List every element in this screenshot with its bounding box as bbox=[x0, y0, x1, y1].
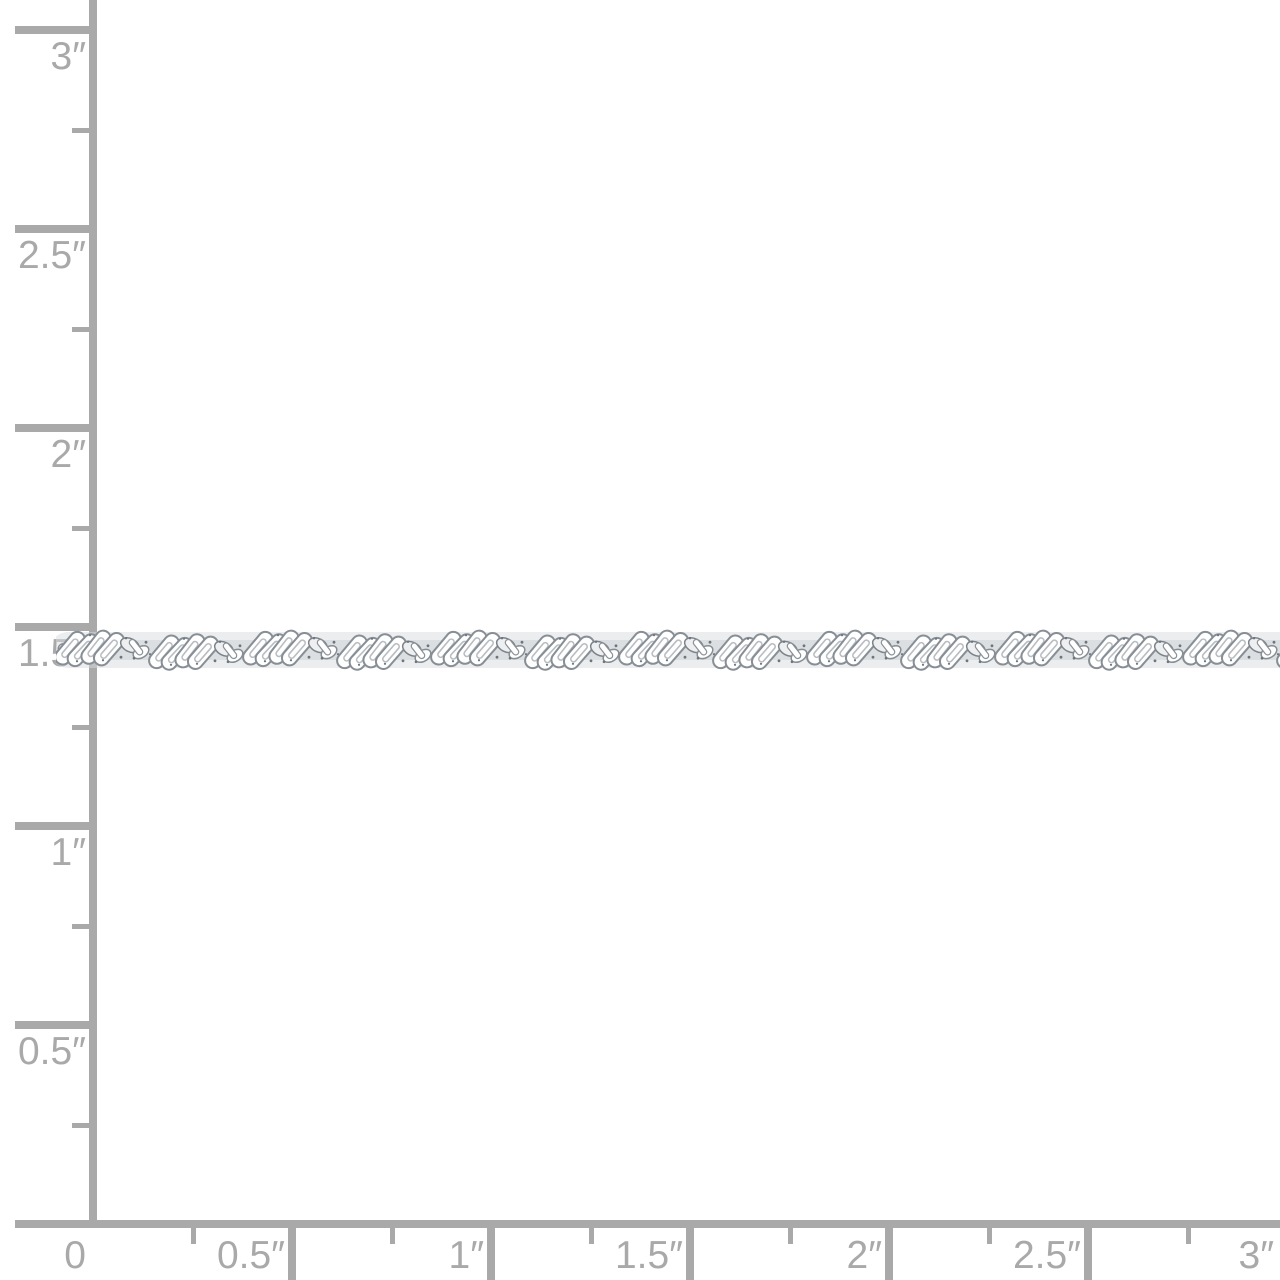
vertical-ruler-label: 0.5″ bbox=[17, 1030, 86, 1073]
vertical-ruler-label: 3″ bbox=[50, 35, 87, 78]
chain-image bbox=[56, 614, 1280, 686]
horizontal-ruler-tick-major bbox=[885, 1220, 893, 1280]
vertical-ruler-tick-major bbox=[15, 623, 93, 631]
horizontal-ruler-tick-minor bbox=[986, 1224, 992, 1244]
vertical-ruler-tick-major bbox=[15, 424, 93, 432]
horizontal-ruler-line bbox=[15, 1220, 1280, 1228]
horizontal-ruler-tick-minor bbox=[1185, 1224, 1191, 1244]
vertical-ruler-tick-major bbox=[15, 225, 93, 233]
horizontal-ruler-tick-minor bbox=[787, 1224, 793, 1244]
vertical-ruler-tick-minor bbox=[72, 724, 93, 730]
horizontal-ruler-label: 3″ bbox=[1238, 1234, 1275, 1277]
vertical-ruler-tick-minor bbox=[72, 923, 93, 929]
horizontal-ruler-label: 1.5″ bbox=[614, 1234, 683, 1277]
vertical-ruler-line bbox=[89, 0, 97, 1228]
vertical-ruler-tick-major bbox=[15, 1021, 93, 1029]
vertical-ruler-tick-minor bbox=[72, 525, 93, 531]
vertical-ruler-label: 2″ bbox=[50, 433, 87, 476]
horizontal-ruler-label: 2.5″ bbox=[1012, 1234, 1081, 1277]
vertical-ruler-tick-minor bbox=[72, 1122, 93, 1128]
horizontal-ruler-label: 0 bbox=[64, 1234, 86, 1277]
horizontal-ruler-tick-minor bbox=[190, 1224, 196, 1244]
vertical-ruler-tick-minor bbox=[72, 127, 93, 133]
horizontal-ruler-label: 2″ bbox=[846, 1234, 883, 1277]
horizontal-ruler-tick-major bbox=[288, 1220, 296, 1280]
horizontal-ruler-tick-major bbox=[1084, 1220, 1092, 1280]
horizontal-ruler-tick-major bbox=[487, 1220, 495, 1280]
vertical-ruler-tick-minor bbox=[72, 326, 93, 332]
horizontal-ruler-tick-major bbox=[686, 1220, 694, 1280]
vertical-ruler-label: 1″ bbox=[50, 831, 87, 874]
horizontal-ruler-tick-minor bbox=[389, 1224, 395, 1244]
horizontal-ruler-tick-minor bbox=[588, 1224, 594, 1244]
horizontal-ruler-label: 0.5″ bbox=[216, 1234, 285, 1277]
vertical-ruler-tick-major bbox=[15, 822, 93, 830]
vertical-ruler-tick-major bbox=[15, 26, 93, 34]
horizontal-ruler-label: 1″ bbox=[448, 1234, 485, 1277]
vertical-ruler-label: 2.5″ bbox=[17, 234, 86, 277]
